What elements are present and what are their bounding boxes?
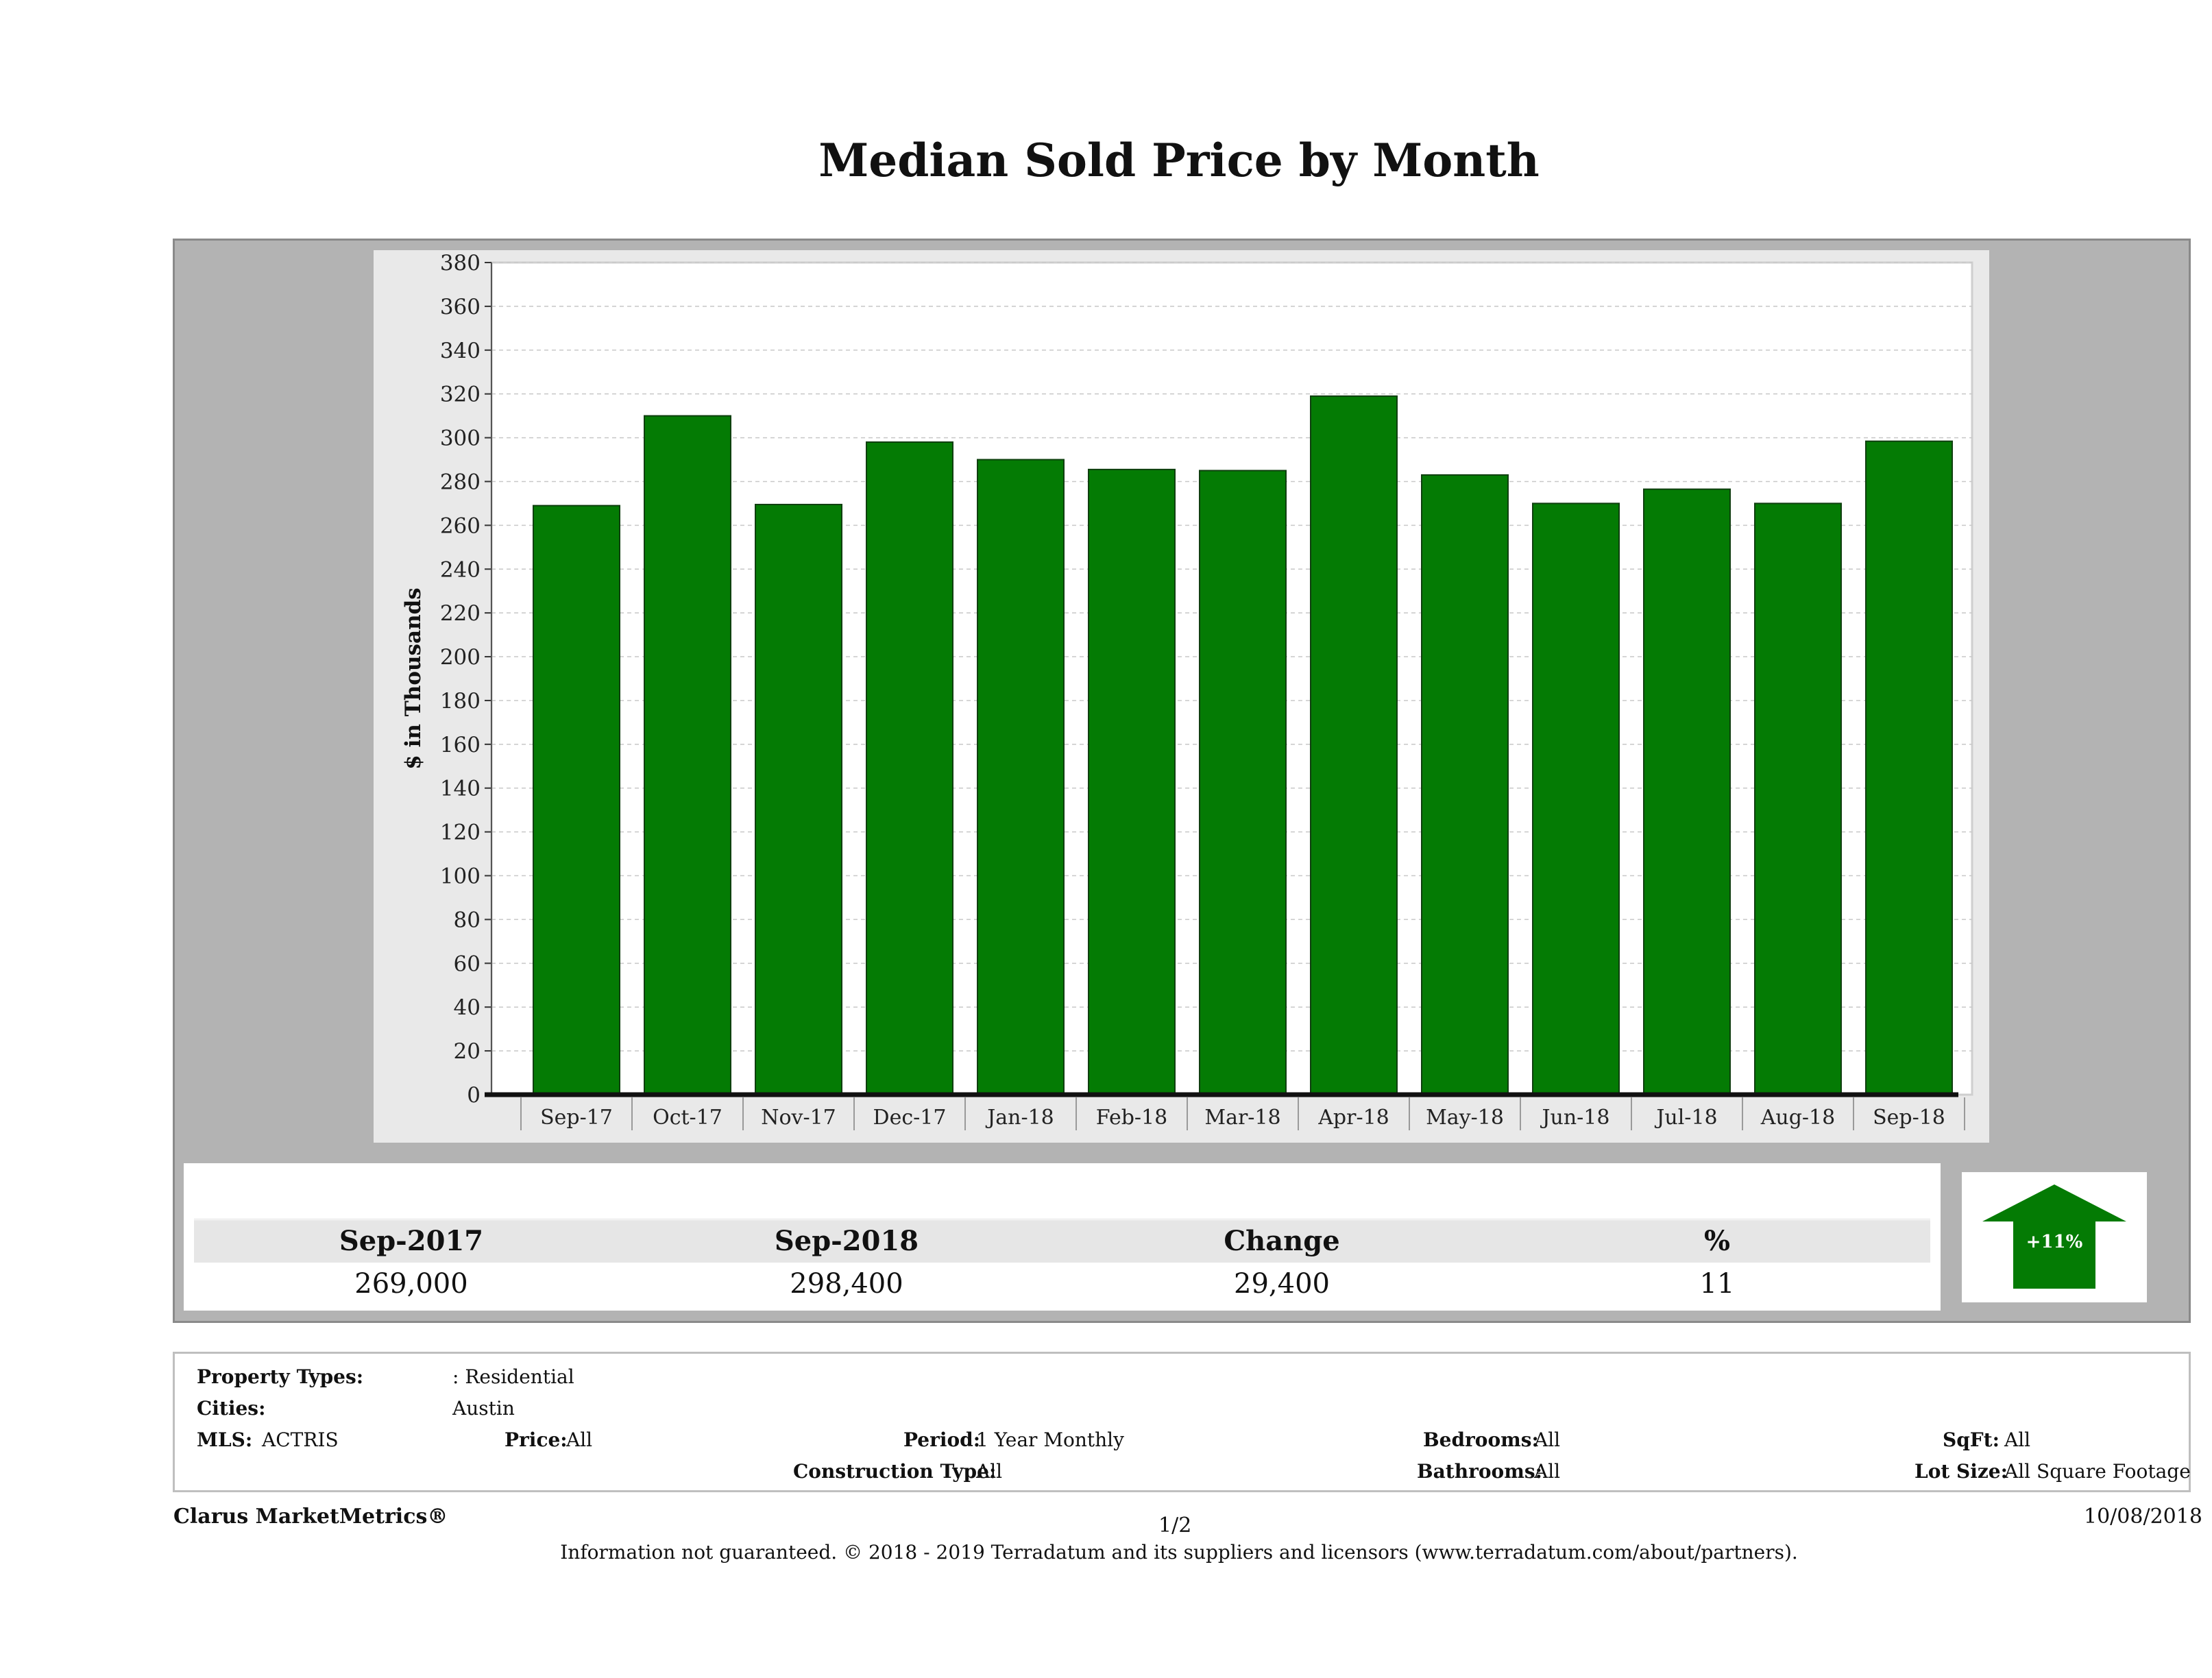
- change-arrow-label: +11%: [2026, 1232, 2083, 1252]
- x-tick-label: Feb-18: [1096, 1106, 1167, 1130]
- x-tick-label: Jan-18: [985, 1106, 1054, 1130]
- bar: [1310, 395, 1398, 1095]
- report-date: 10/08/2018: [2084, 1505, 2202, 1529]
- chart-title: Median Sold Price by Month: [818, 134, 1540, 187]
- construction-type-label: Construction Type:: [793, 1460, 997, 1483]
- sqft-label: SqFt:: [1943, 1428, 2000, 1451]
- y-tick-label: 160: [440, 733, 481, 757]
- period-label: Period:: [903, 1428, 981, 1451]
- criteria-box: [173, 1352, 2191, 1492]
- bedrooms-value: All: [1534, 1428, 1561, 1451]
- x-tick-label: Apr-18: [1317, 1106, 1389, 1130]
- cities-label: Cities:: [197, 1397, 266, 1420]
- period-value: 1 Year Monthly: [976, 1428, 1124, 1451]
- x-tick-label: Sep-17: [540, 1106, 613, 1130]
- change-arrow-box: +11%: [1962, 1172, 2147, 1302]
- bathrooms-label: Bathrooms:: [1417, 1460, 1542, 1483]
- bar: [533, 504, 620, 1095]
- bar: [1532, 502, 1620, 1095]
- y-tick-label: 180: [440, 689, 481, 714]
- y-tick-label: 120: [440, 820, 481, 845]
- x-tick-label: May-18: [1426, 1106, 1504, 1130]
- x-tick-label: Dec-17: [873, 1106, 947, 1130]
- y-tick-label: 140: [440, 777, 481, 801]
- y-tick-label: 280: [440, 470, 481, 494]
- y-tick-label: 300: [440, 426, 481, 451]
- x-tick-label: Aug-18: [1760, 1106, 1836, 1130]
- bedrooms-label: Bedrooms:: [1423, 1428, 1539, 1451]
- summary-col1-value: 269,000: [354, 1268, 468, 1300]
- construction-type-value: All: [976, 1460, 1003, 1483]
- bar: [1643, 488, 1731, 1095]
- summary-col3-label: Change: [1224, 1225, 1340, 1257]
- bar: [866, 441, 953, 1095]
- bar: [1088, 468, 1176, 1095]
- summary-col4-label: %: [1703, 1225, 1730, 1257]
- mls-label: MLS:: [197, 1428, 253, 1451]
- x-tick-label: Jul-18: [1654, 1106, 1717, 1130]
- up-arrow-icon: +11%: [1982, 1184, 2126, 1289]
- summary-col2-value: 298,400: [790, 1268, 903, 1300]
- price-label: Price:: [505, 1428, 568, 1451]
- x-tick-label: Oct-17: [653, 1106, 722, 1130]
- y-tick-label: 360: [440, 295, 481, 319]
- summary-value-strip: [194, 1265, 1930, 1302]
- y-tick-label: 0: [467, 1083, 481, 1108]
- summary-header-strip: [194, 1174, 1930, 1219]
- bar: [1199, 470, 1287, 1095]
- y-tick-label: 20: [454, 1039, 481, 1064]
- x-tick-label: Mar-18: [1204, 1106, 1280, 1130]
- y-tick-label: 340: [440, 339, 481, 363]
- sqft-value: All: [2004, 1428, 2031, 1451]
- bar: [977, 459, 1065, 1095]
- x-tick-label: Nov-17: [761, 1106, 836, 1130]
- property-types-label: Property Types:: [197, 1365, 364, 1388]
- y-tick-label: 320: [440, 382, 481, 407]
- bar: [644, 415, 731, 1095]
- bar: [1865, 440, 1953, 1095]
- x-tick-label: Sep-18: [1873, 1106, 1945, 1130]
- lot-size-value: All Square Footage: [2004, 1460, 2191, 1483]
- y-tick-label: 80: [454, 908, 481, 932]
- y-tick-label: 100: [440, 864, 481, 889]
- y-tick-label: 260: [440, 513, 481, 538]
- y-tick-label: 380: [440, 251, 481, 276]
- summary-col4-value: 11: [1699, 1268, 1735, 1300]
- page-number: 1/2: [1158, 1513, 1192, 1537]
- bar: [1754, 502, 1842, 1095]
- summary-col3-value: 29,400: [1234, 1268, 1330, 1300]
- mls-value: ACTRIS: [262, 1428, 339, 1451]
- bar: [755, 504, 842, 1095]
- price-value: All: [566, 1428, 593, 1451]
- property-types-value: : Residential: [452, 1365, 574, 1388]
- disclaimer: Information not guaranteed. © 2018 - 201…: [560, 1541, 1798, 1564]
- y-tick-label: 60: [454, 951, 481, 976]
- brand-name: Clarus MarketMetrics®: [173, 1505, 448, 1529]
- bar-chart: 0 20 40 60 80 100 120 140 160 180 200 220 240 260 280 3…: [401, 251, 1973, 1130]
- y-tick-label: 40: [454, 995, 481, 1020]
- y-tick-label: 200: [440, 645, 481, 670]
- y-tick-label: 240: [440, 557, 481, 582]
- bathrooms-value: All: [1534, 1460, 1561, 1483]
- cities-value: Austin: [452, 1397, 515, 1420]
- x-tick-label: Jun-18: [1540, 1106, 1610, 1130]
- summary-col1-label: Sep-2017: [339, 1225, 484, 1257]
- y-tick-label: 220: [440, 601, 481, 626]
- lot-size-label: Lot Size:: [1915, 1460, 2008, 1483]
- summary-col2-label: Sep-2018: [774, 1225, 919, 1257]
- y-axis-title: $ in Thousands: [401, 587, 426, 770]
- bar: [1421, 474, 1509, 1095]
- summary-label-strip: [194, 1220, 1930, 1263]
